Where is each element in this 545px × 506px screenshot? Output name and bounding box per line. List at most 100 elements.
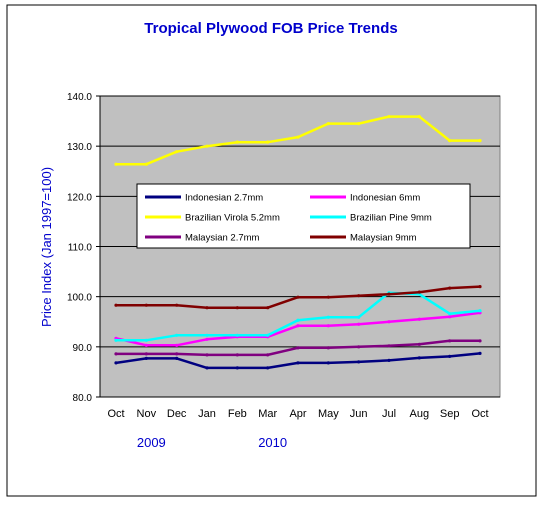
- y-tick-label: 110.0: [68, 243, 93, 254]
- x-tick-label: Jan: [198, 408, 216, 420]
- year-label: 2009: [137, 435, 166, 450]
- legend-label: Indonesian 6mm: [350, 193, 420, 204]
- chart-title: Tropical Plywood FOB Price Trends: [144, 20, 397, 37]
- legend-label: Malaysian 9mm: [350, 233, 417, 244]
- data-point: [387, 344, 391, 348]
- data-point: [144, 352, 148, 356]
- data-point: [326, 295, 330, 299]
- data-point: [296, 361, 300, 365]
- data-point: [235, 140, 239, 144]
- data-point: [417, 342, 421, 346]
- data-point: [175, 303, 179, 307]
- data-point: [175, 150, 179, 154]
- y-tick-label: 80.0: [73, 393, 93, 404]
- legend: Indonesian 2.7mm Indonesian 6mm Brazilian …: [136, 183, 471, 249]
- data-point: [296, 324, 300, 328]
- data-point: [448, 139, 452, 143]
- data-point: [114, 162, 118, 166]
- year-label: 2010: [258, 435, 287, 450]
- data-point: [478, 351, 482, 355]
- data-point: [417, 356, 421, 360]
- data-point: [205, 333, 209, 337]
- data-point: [144, 343, 148, 347]
- data-point: [266, 306, 270, 310]
- data-point: [478, 339, 482, 343]
- data-point: [205, 144, 209, 148]
- data-point: [144, 303, 148, 307]
- data-point: [478, 139, 482, 143]
- data-point: [448, 315, 452, 319]
- data-point: [417, 114, 421, 119]
- data-point: [114, 361, 118, 365]
- data-point: [357, 121, 361, 126]
- data-point: [296, 346, 300, 350]
- x-tick-label: Jul: [382, 408, 396, 420]
- data-point: [448, 354, 452, 358]
- data-point: [326, 346, 330, 350]
- data-point: [144, 162, 148, 166]
- data-point: [296, 295, 300, 299]
- data-point: [296, 135, 300, 139]
- data-point: [114, 338, 118, 342]
- legend-label: Malaysian 2.7mm: [185, 233, 260, 244]
- data-point: [235, 353, 239, 357]
- data-point: [387, 358, 391, 362]
- data-point: [357, 360, 361, 364]
- plot-area: 80.0 90.0 100.0 110.0 120.0 130.0 140.0 Oct Nov D…: [67, 92, 501, 450]
- x-tick-label: Apr: [289, 408, 306, 420]
- data-point: [357, 294, 361, 298]
- data-point: [175, 352, 179, 356]
- x-tick-label: Aug: [410, 408, 430, 420]
- legend-label: Brazilian Pine 9mm: [350, 213, 432, 224]
- data-point: [114, 303, 118, 307]
- data-point: [266, 140, 270, 144]
- data-point: [448, 286, 452, 290]
- x-tick-label: Jun: [350, 408, 368, 420]
- x-tick-label: Feb: [228, 408, 247, 420]
- data-point: [326, 361, 330, 365]
- data-point: [235, 366, 239, 370]
- data-point: [114, 352, 118, 356]
- data-point: [205, 366, 209, 370]
- data-point: [387, 320, 391, 324]
- data-point: [357, 322, 361, 326]
- data-point: [417, 290, 421, 294]
- x-tick-label: Oct: [107, 408, 124, 420]
- legend-label: Indonesian 2.7mm: [185, 193, 263, 204]
- data-point: [175, 356, 179, 360]
- legend-label: Brazilian Virola 5.2mm: [185, 213, 280, 224]
- x-tick-label: Nov: [137, 408, 157, 420]
- data-point: [448, 339, 452, 343]
- y-tick-label: 90.0: [73, 343, 93, 354]
- data-point: [478, 309, 482, 313]
- y-axis-label: Price Index (Jan 1997=100): [39, 167, 54, 327]
- data-point: [387, 292, 391, 296]
- data-point: [326, 324, 330, 328]
- data-point: [417, 317, 421, 321]
- data-point: [266, 366, 270, 370]
- data-point: [205, 353, 209, 357]
- data-point: [478, 285, 482, 289]
- data-point: [144, 356, 148, 360]
- data-point: [266, 353, 270, 357]
- data-point: [296, 318, 300, 322]
- y-tick-label: 130.0: [67, 142, 92, 153]
- data-point: [448, 312, 452, 316]
- x-tick-label: May: [318, 408, 339, 420]
- x-tick-label: Sep: [440, 408, 460, 420]
- data-point: [266, 333, 270, 337]
- data-point: [357, 345, 361, 349]
- data-point: [235, 333, 239, 337]
- data-point: [175, 343, 179, 347]
- data-point: [205, 337, 209, 341]
- y-tick-label: 100.0: [67, 293, 92, 304]
- data-point: [387, 114, 391, 119]
- data-point: [144, 338, 148, 342]
- x-tick-label: Mar: [258, 408, 277, 420]
- data-point: [326, 121, 330, 126]
- legend-box: [136, 183, 471, 249]
- data-point: [357, 315, 361, 319]
- x-tick-label: Oct: [471, 408, 488, 420]
- x-tick-label: Dec: [167, 408, 187, 420]
- y-tick-label: 140.0: [67, 92, 92, 103]
